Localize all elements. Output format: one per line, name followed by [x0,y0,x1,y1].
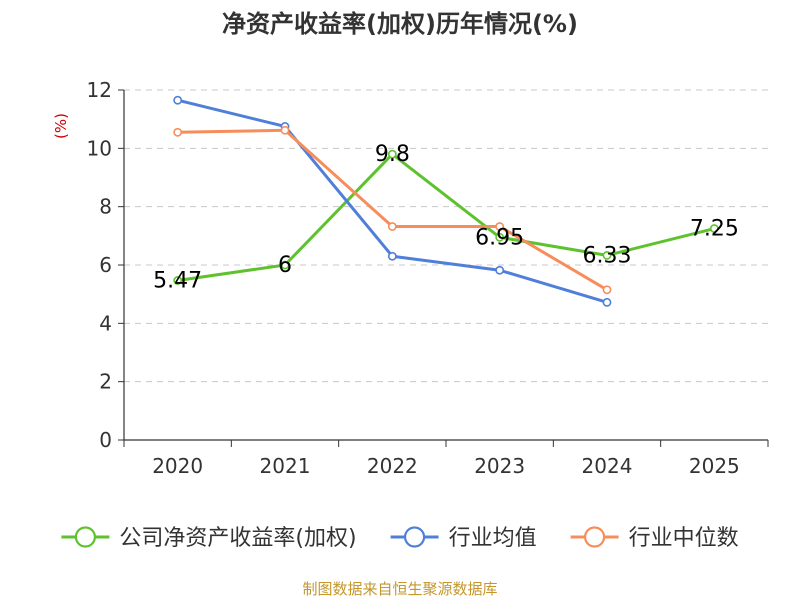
data-label: 6 [278,253,292,278]
legend-circle-icon [403,526,426,548]
legend-circle-icon [583,526,606,548]
legend-item-3[interactable]: 行业中位数 [570,526,739,551]
y-axis-unit-label: (%) [52,113,70,139]
data-point[interactable] [280,125,290,135]
data-label: 6.33 [583,243,632,268]
data-point[interactable] [602,297,612,307]
data-point[interactable] [173,127,183,137]
gridlines [124,89,768,383]
series-line-1[interactable] [176,152,716,282]
data-point[interactable] [495,222,505,231]
y-tick-label: 2 [99,370,112,394]
data-point[interactable] [709,224,719,233]
source-note: 制图数据来自恒生聚源数据库 [302,580,497,598]
data-point[interactable] [602,250,612,260]
x-tick-label: 2021 [260,454,311,478]
legend-label: 公司净资产收益率(加权) [119,526,356,551]
data-point[interactable] [602,285,612,295]
data-label: 5.47 [153,268,202,293]
data-label: 9.8 [375,142,410,167]
y-tick-label: 0 [99,428,112,452]
y-tick-label: 10 [87,136,112,160]
data-label: 7.25 [690,217,739,242]
x-tick-label: 2022 [367,454,418,478]
data-point[interactable] [173,95,183,105]
y-tick-label: 8 [99,195,112,219]
data-point[interactable] [173,276,183,285]
data-point[interactable] [387,222,397,231]
legend-label: 行业中位数 [629,526,739,551]
y-tick-label: 6 [99,253,112,277]
legend-item-1[interactable]: 公司净资产收益率(加权) [61,526,357,551]
series-group [173,95,719,307]
data-label: 6.95 [475,225,524,250]
legend-label: 行业均值 [449,526,537,551]
legend[interactable]: 公司净资产收益率(加权) 行业均值 行业中位数 [61,526,739,551]
y-tick-label: 12 [87,78,112,102]
data-point[interactable] [387,251,397,261]
legend-circle-icon [74,526,96,548]
chart-title: 净资产收益率(加权)历年情况(%) [222,10,578,38]
data-point[interactable] [387,149,397,159]
data-point[interactable] [280,260,290,270]
x-tick-label: 2023 [474,454,525,478]
x-tick-label: 2020 [152,454,203,478]
legend-item-2[interactable]: 行业均值 [390,526,537,551]
data-point[interactable] [495,232,505,242]
data-labels: 5.47 6 9.8 6.95 6.33 7.25 [153,142,739,293]
data-point[interactable] [495,265,505,275]
y-tick-label: 4 [99,311,112,335]
axes: 0 2 4 6 8 10 12 2020 2021 2022 2023 2024 2025 [87,78,769,478]
x-tick-label: 2025 [689,454,740,478]
x-tick-label: 2024 [582,454,633,478]
